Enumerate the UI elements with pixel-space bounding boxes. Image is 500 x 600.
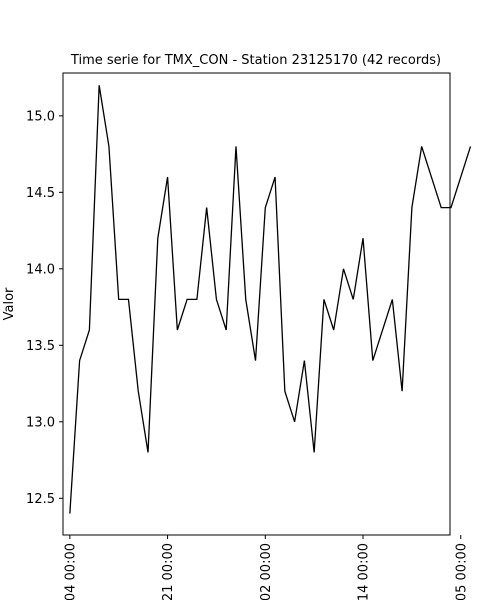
y-tick-label: 15.0: [26, 109, 55, 124]
y-tick-label: 14.0: [26, 262, 55, 277]
x-tick-label: 05 00:00: [454, 543, 469, 600]
x-tick-label: 14 00:00: [357, 543, 372, 600]
y-tick-label: 13.5: [26, 339, 55, 354]
x-tick-label: 21 00:00: [161, 543, 176, 600]
y-axis-label: Valor: [2, 287, 17, 320]
chart-title: Time serie for TMX_CON - Station 2312517…: [70, 53, 441, 68]
x-tick-label: 04 00:00: [63, 543, 78, 600]
plot-frame: [62, 72, 451, 536]
x-tick-label: 02 00:00: [259, 543, 274, 600]
y-tick-label: 12.5: [26, 492, 55, 507]
y-tick-label: 14.5: [26, 186, 55, 201]
y-axis: 12.5 13.0 13.5 14.0 14.5 15.0: [26, 109, 63, 507]
y-tick-label: 13.0: [26, 415, 55, 430]
series-line-TMX_CON: [69, 85, 472, 514]
plot-area: [62, 72, 472, 536]
x-axis: 04 00:00 21 00:00 02 00:00 14 00:00 05 00:00: [63, 535, 469, 600]
